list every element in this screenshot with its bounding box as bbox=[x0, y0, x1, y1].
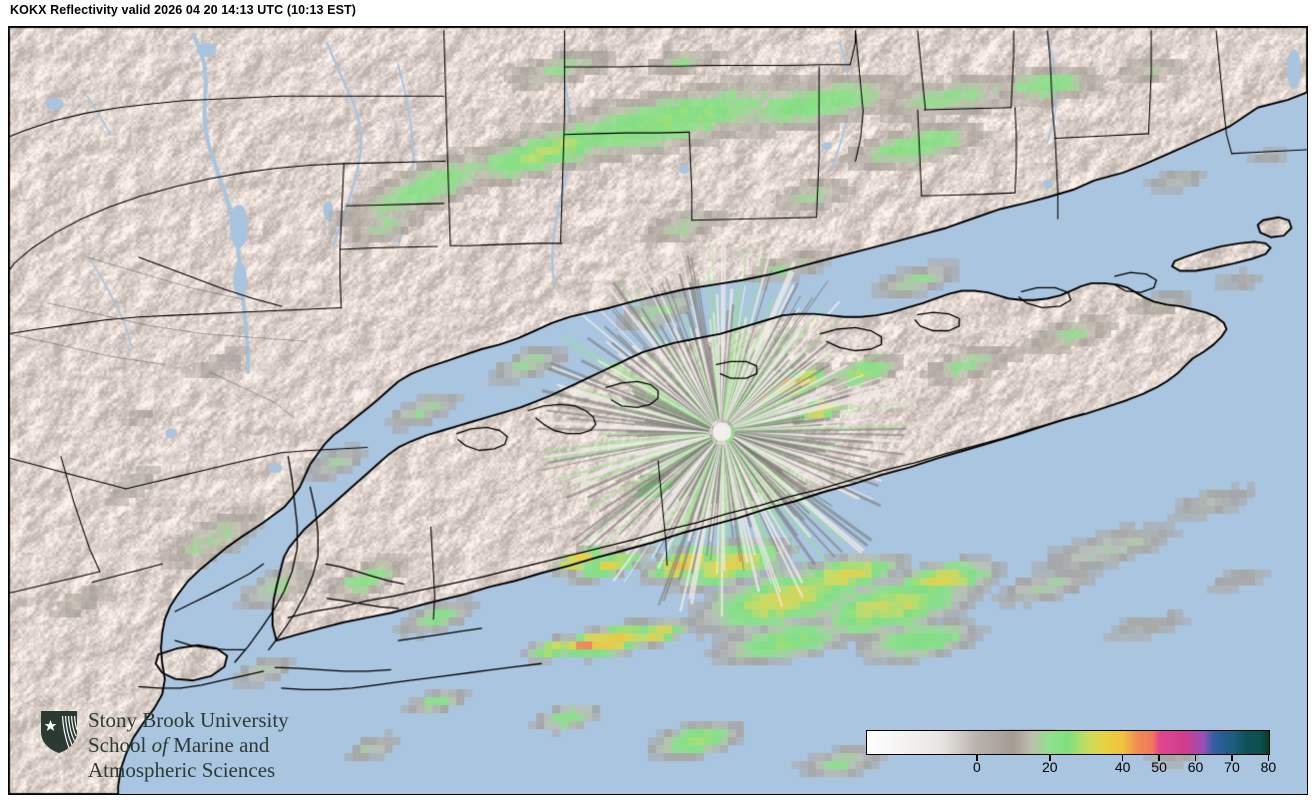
colorbar-tick-label: 50 bbox=[1151, 759, 1167, 775]
colorbar-tick bbox=[1194, 755, 1197, 761]
colorbar-tick-label: 70 bbox=[1224, 759, 1240, 775]
colorbar-tick bbox=[1048, 755, 1051, 761]
colorbar-tick-label: 40 bbox=[1114, 759, 1131, 775]
colorbar-tick bbox=[1267, 755, 1270, 761]
colorbar-legend: 0 20 40 50 60 70 80 bbox=[866, 730, 1278, 792]
radar-map-frame[interactable] bbox=[8, 26, 1308, 795]
colorbar-tick bbox=[1158, 755, 1160, 761]
colorbar-gradient bbox=[867, 731, 1269, 754]
colorbar-tick-label: 80 bbox=[1260, 759, 1277, 775]
colorbar-ticks bbox=[866, 755, 1270, 761]
page-title: KOKX Reflectivity valid 2026 04 20 14:13… bbox=[10, 3, 357, 17]
colorbar-tick-label: 20 bbox=[1041, 759, 1058, 775]
colorbar-tick-label: 60 bbox=[1187, 759, 1204, 775]
radar-map-canvas[interactable] bbox=[9, 27, 1307, 794]
colorbar-tick bbox=[1121, 755, 1124, 761]
colorbar-tick-label: 0 bbox=[973, 759, 981, 775]
colorbar-tick bbox=[976, 755, 978, 761]
colorbar-tick bbox=[1231, 755, 1233, 761]
reflectivity-colorbar bbox=[866, 730, 1270, 755]
colorbar-tick-labels: 0 20 40 50 60 70 80 bbox=[866, 759, 1276, 781]
